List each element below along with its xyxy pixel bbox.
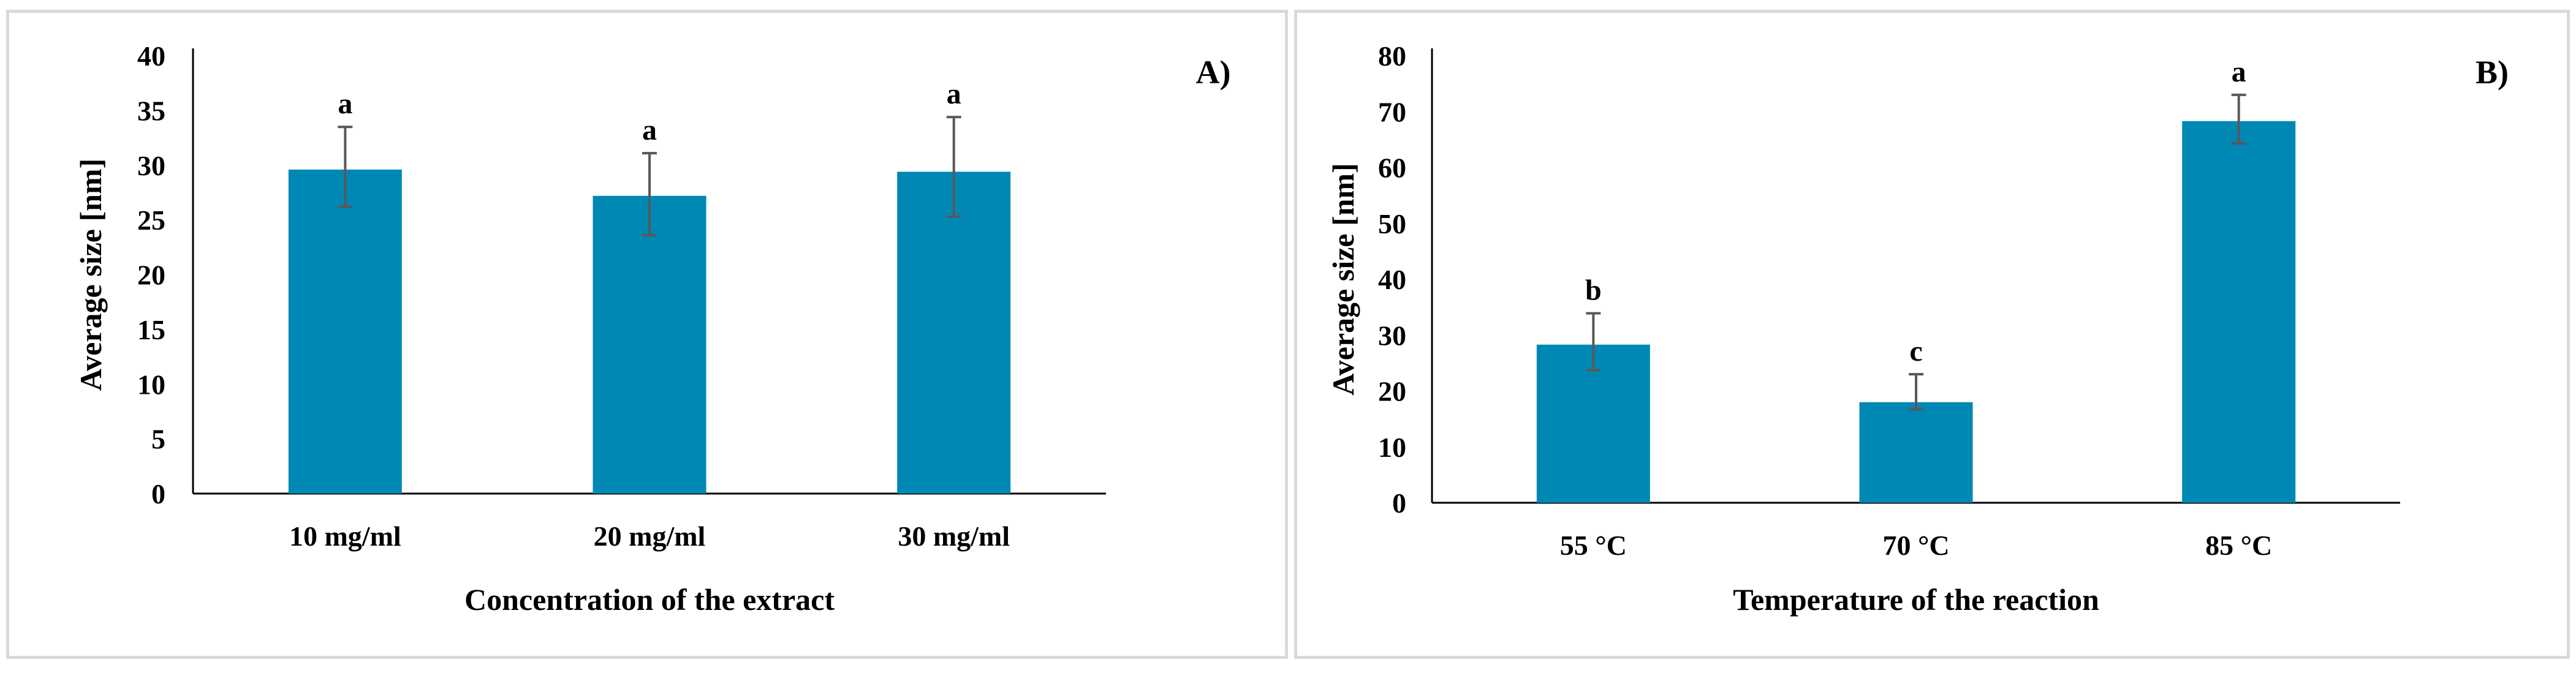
x-tick-label: 70 °C — [1882, 530, 1949, 561]
x-tick-label: 55 °C — [1560, 530, 1627, 561]
y-axis-title: Average size [nm] — [74, 159, 108, 391]
bar-b-2 — [1859, 402, 1973, 503]
error-bar — [642, 152, 657, 237]
y-tick-label: 5 — [151, 424, 165, 455]
error-bar — [338, 126, 353, 208]
y-tick-label: 30 — [1378, 320, 1406, 351]
x-tick-label: 30 mg/ml — [898, 521, 1010, 552]
error-bar — [1909, 373, 1923, 411]
y-tick-label: 10 — [137, 369, 165, 400]
bar-a-1 — [288, 169, 402, 494]
y-tick-label: 30 — [137, 150, 165, 181]
panel-label: B) — [2476, 54, 2509, 91]
significance-letter: a — [642, 114, 657, 146]
y-tick-label: 80 — [1378, 40, 1406, 72]
y-tick-label: 40 — [137, 40, 165, 72]
y-tick-label: 15 — [137, 314, 165, 345]
y-tick-label: 35 — [137, 95, 165, 126]
x-tick-label: 10 mg/ml — [289, 521, 401, 552]
significance-letter: b — [1585, 274, 1602, 307]
x-tick-label: 20 mg/ml — [594, 521, 706, 552]
x-axis-title: Concentration of the extract — [464, 582, 835, 617]
y-tick-label: 0 — [151, 478, 165, 509]
bar-b-3 — [2182, 121, 2296, 503]
y-tick-label: 20 — [137, 260, 165, 291]
bar-a-2 — [593, 195, 707, 494]
significance-letter: a — [2232, 56, 2246, 88]
panel-label: A) — [1196, 54, 1231, 91]
chart-panel-b: 0 10 20 30 40 50 60 70 80 b 55 °C c 70 °C a 85 °C Tempe… — [1294, 10, 2570, 659]
y-axis-title: Average size [nm] — [1326, 163, 1360, 395]
y-tick-label: 10 — [1378, 432, 1406, 463]
chart-a-svg: 0 5 10 15 20 25 30 35 40 a 10 mg/ml a 20 mg/ml a 30 mg… — [74, 40, 1231, 617]
chart-b-svg: 0 10 20 30 40 50 60 70 80 b 55 °C c 70 °C a 85 °C Tempe… — [1326, 40, 2509, 617]
x-axis-title: Temperature of the reaction — [1733, 582, 2099, 617]
y-tick-label: 70 — [1378, 96, 1406, 127]
y-tick-label: 50 — [1378, 208, 1406, 239]
significance-letter: a — [947, 78, 961, 110]
y-tick-label: 0 — [1392, 487, 1406, 519]
x-tick-label: 85 °C — [2205, 530, 2272, 561]
y-tick-label: 25 — [137, 205, 165, 236]
y-tick-label: 40 — [1378, 264, 1406, 295]
y-tick-label: 20 — [1378, 376, 1406, 407]
error-bar — [946, 116, 961, 218]
error-bar — [1586, 312, 1601, 372]
bar-a-3 — [897, 171, 1011, 494]
significance-letter: a — [338, 88, 352, 120]
chart-panel-a: 0 5 10 15 20 25 30 35 40 a 10 mg/ml a 20 mg/ml a 30 mg… — [6, 10, 1288, 659]
y-tick-label: 60 — [1378, 152, 1406, 184]
significance-letter: c — [1909, 335, 1922, 367]
error-bar — [2231, 93, 2246, 145]
